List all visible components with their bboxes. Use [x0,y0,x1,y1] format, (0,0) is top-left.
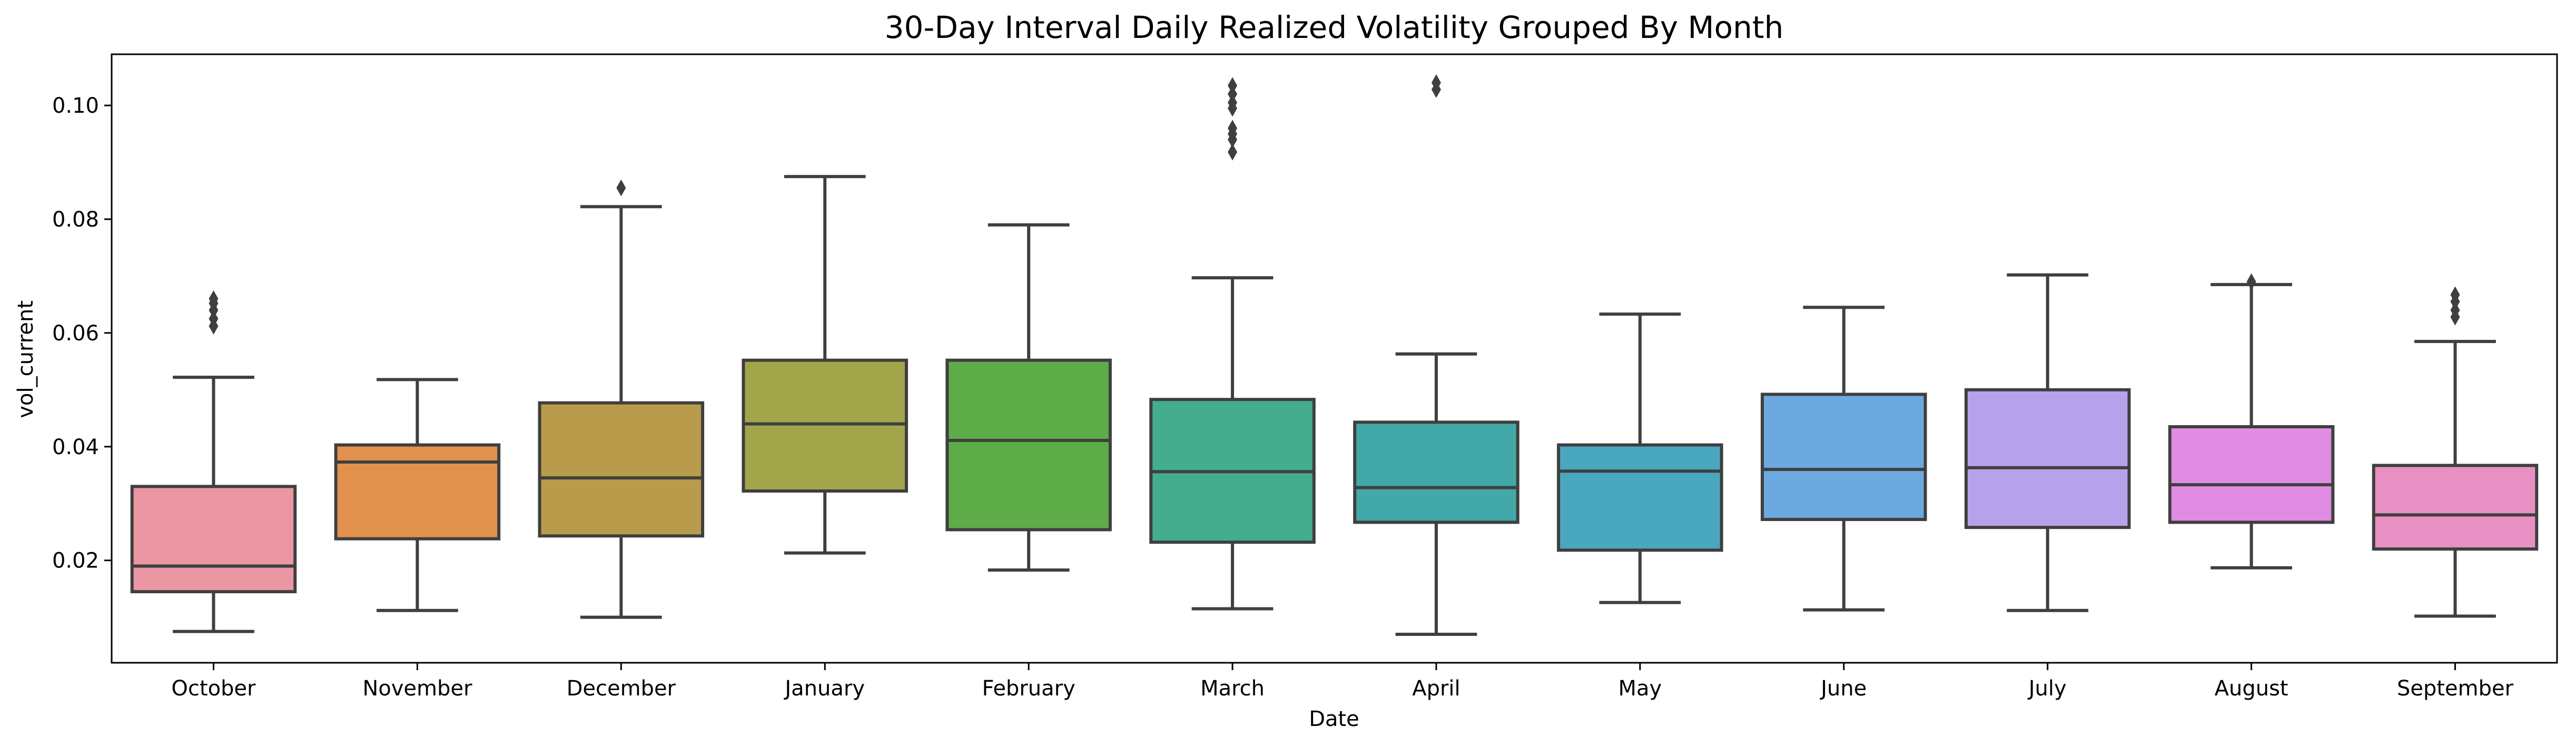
iqr-box [130,485,297,594]
boxes-layer [130,74,2539,636]
outlier-point [1228,143,1238,161]
iqr-box [1353,420,1519,524]
y-axis-label: vol_current [14,300,38,418]
x-tick-label: December [567,676,676,701]
box-september [2372,286,2539,618]
x-axis-label: Date [1309,707,1359,731]
box-july [1964,273,2131,612]
outlier-point [1228,77,1238,94]
y-tick-label: 0.10 [52,94,99,118]
box-february [945,223,1112,572]
iqr-box [2168,425,2335,524]
x-tick-label: November [362,676,472,701]
x-tick-label: September [2397,676,2514,701]
outlier-point [1228,85,1238,103]
y-tick-label: 0.06 [52,321,99,346]
plot-frame [111,53,2558,664]
x-tick-label: February [982,676,1075,701]
box-april [1353,74,1519,636]
outlier-point [616,179,626,197]
x-axis-ticks: October November December January February Ma… [171,663,2514,701]
box-january [742,175,908,555]
x-tick-label: March [1200,676,1265,701]
y-tick-label: 0.02 [52,549,99,573]
y-tick-label: 0.04 [52,435,99,459]
iqr-box [538,401,705,538]
iqr-box [742,358,908,493]
x-tick-label: August [2215,676,2288,701]
outlier-point [1228,120,1238,137]
iqr-box [1964,388,2131,529]
box-october [130,290,297,633]
iqr-box [2372,464,2539,551]
outlier-point [2246,273,2256,290]
outlier-point [209,290,219,308]
outlier-point [2450,286,2460,303]
outlier-point [1431,74,1441,91]
y-axis-ticks: 0.02 0.04 0.06 0.08 0.10 [52,94,112,573]
box-may [1557,312,1723,604]
outlier-point [1228,94,1238,111]
iqr-box [1557,443,1723,552]
iqr-box [334,443,501,541]
chart-title: 30-Day Interval Daily Realized Volatilit… [885,9,1784,45]
iqr-box [945,358,1112,532]
x-tick-label: May [1618,676,1662,701]
box-june [1761,306,1927,612]
y-tick-label: 0.08 [52,208,99,232]
x-tick-label: June [1819,676,1867,701]
x-tick-label: October [171,676,256,701]
x-tick-label: April [1412,676,1460,701]
outlier-point [2450,301,2460,319]
iqr-box [1761,392,1927,521]
x-tick-label: July [2027,676,2067,701]
outlier-point [209,310,219,327]
box-march [1149,77,1316,611]
box-december [538,179,705,619]
box-november [334,378,501,612]
x-tick-label: January [783,676,865,701]
box-august [2168,273,2335,570]
